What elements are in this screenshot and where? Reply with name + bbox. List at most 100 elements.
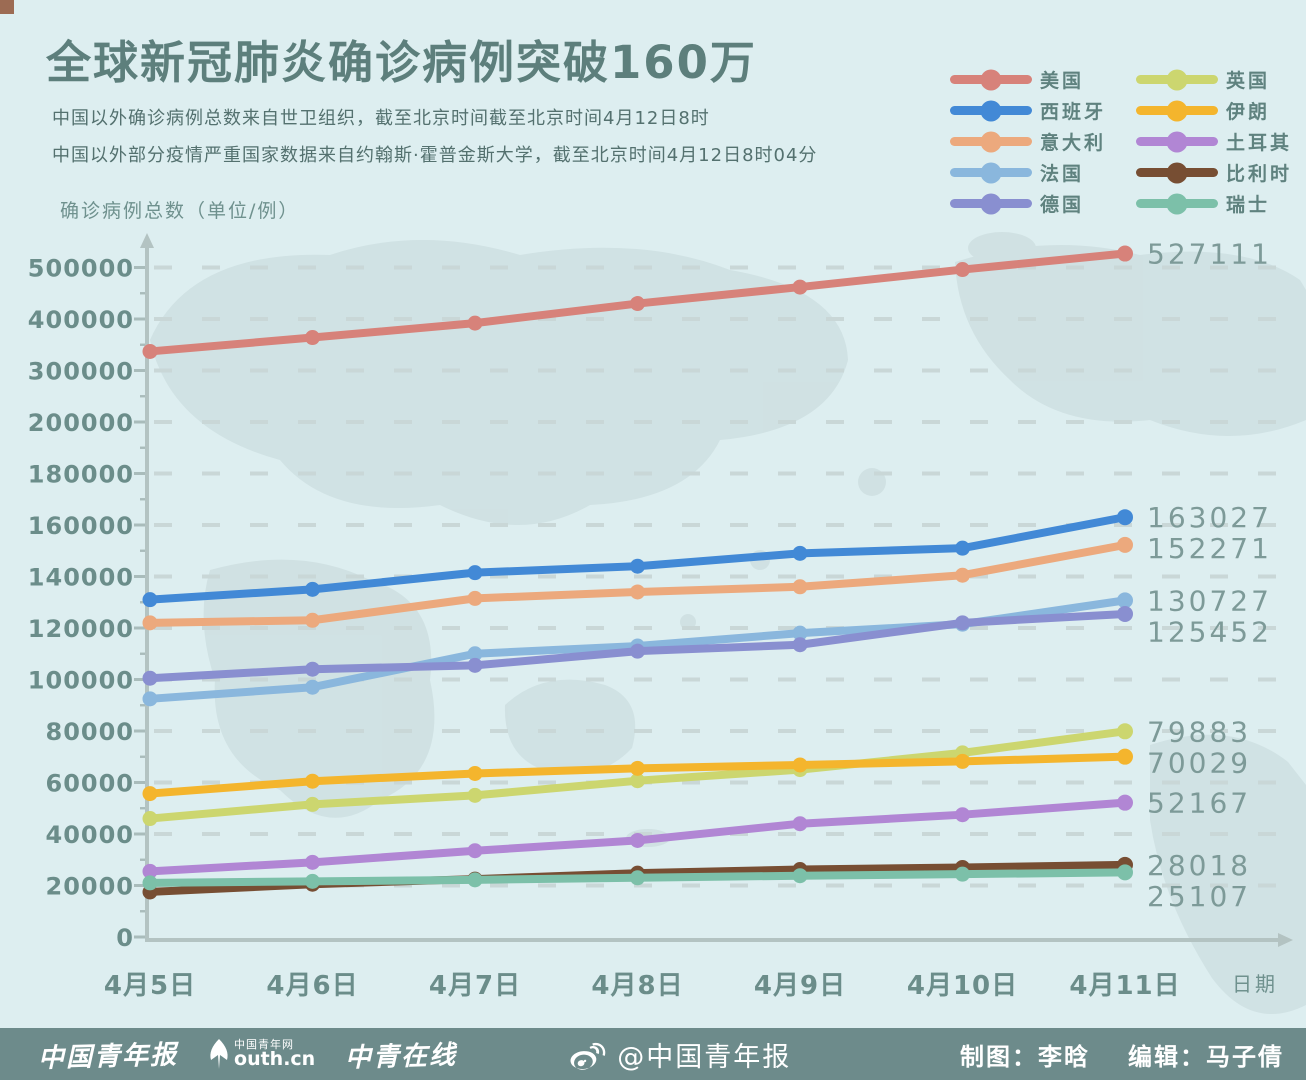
legend-label: 比利时 bbox=[1225, 163, 1292, 185]
legend-swatch-dot bbox=[980, 193, 1002, 214]
series-point bbox=[1117, 723, 1133, 740]
weibo-icon bbox=[570, 1042, 606, 1070]
series-point bbox=[630, 773, 645, 789]
series-end-value-label: 25107 bbox=[1147, 880, 1251, 913]
legend-label: 土耳其 bbox=[1225, 132, 1292, 154]
series-point bbox=[142, 786, 158, 802]
y-tick-label: 160000 bbox=[28, 512, 134, 540]
legend-swatch bbox=[1135, 131, 1218, 152]
series-point bbox=[792, 868, 808, 884]
series-point bbox=[955, 262, 970, 278]
legend-swatch bbox=[949, 100, 1032, 121]
series-point bbox=[467, 590, 483, 606]
y-tick-label: 200000 bbox=[28, 409, 134, 437]
legend-item: 英国 bbox=[1135, 64, 1292, 95]
series-point bbox=[955, 753, 970, 769]
x-tick-label: 4月8日 bbox=[591, 971, 683, 1001]
legend-swatch-dot bbox=[1166, 131, 1188, 152]
series-end-value-label: 163027 bbox=[1147, 501, 1272, 534]
series-point bbox=[630, 643, 645, 659]
series-point bbox=[142, 343, 158, 359]
legend-item: 意大利 bbox=[949, 126, 1106, 157]
series-end-value-label: 527111 bbox=[1147, 238, 1272, 271]
series-end-value-label: 70029 bbox=[1147, 746, 1251, 779]
series-point bbox=[1117, 509, 1133, 526]
x-axis-title: 日期 bbox=[1232, 972, 1278, 996]
series-point bbox=[630, 832, 645, 848]
y-tick-label: 60000 bbox=[46, 770, 135, 798]
x-axis-arrow bbox=[1278, 933, 1293, 947]
series-end-value-label: 28018 bbox=[1147, 849, 1251, 882]
series-point bbox=[305, 661, 320, 677]
subtitle-source-who: 中国以外确诊病例总数来自世卫组织，截至北京时间截至北京时间4月12日8时 bbox=[52, 108, 710, 129]
credit-editor: 编辑：马子倩 bbox=[1128, 1042, 1284, 1071]
series-point bbox=[1117, 592, 1133, 609]
series-point bbox=[792, 637, 808, 653]
weibo-handle: @中国青年报 bbox=[617, 1041, 792, 1073]
series-point bbox=[305, 679, 320, 695]
y-tick-label: 120000 bbox=[28, 615, 134, 643]
series-point bbox=[630, 760, 645, 776]
legend-swatch bbox=[949, 162, 1032, 183]
y-tick-label: 400000 bbox=[28, 306, 134, 334]
weibo-account: @中国青年报 bbox=[569, 1035, 791, 1074]
legend-swatch bbox=[949, 131, 1032, 152]
legend-swatch bbox=[949, 193, 1032, 214]
legend-swatch bbox=[1135, 193, 1218, 214]
legend-swatch-dot bbox=[1166, 100, 1188, 121]
series-point bbox=[142, 863, 158, 879]
legend-item: 瑞士 bbox=[1135, 188, 1292, 219]
legend-label: 美国 bbox=[1039, 70, 1084, 92]
legend-item: 德国 bbox=[949, 188, 1106, 219]
x-tick-label: 4月5日 bbox=[104, 971, 196, 1001]
series-point bbox=[142, 691, 158, 707]
series-point bbox=[305, 773, 320, 789]
series-point bbox=[467, 843, 483, 859]
corner-accent bbox=[0, 0, 14, 14]
legend-swatch bbox=[949, 69, 1032, 90]
legend-item: 伊朗 bbox=[1135, 95, 1292, 126]
legend-swatch-dot bbox=[980, 69, 1002, 90]
y-tick-label: 0 bbox=[116, 924, 134, 952]
legend-label: 英国 bbox=[1225, 70, 1270, 92]
y-tick-label: 100000 bbox=[28, 667, 134, 695]
y-tick-label: 40000 bbox=[46, 821, 135, 849]
legend-item: 法国 bbox=[949, 157, 1106, 188]
y-tick-label: 300000 bbox=[28, 358, 134, 386]
series-point bbox=[955, 615, 970, 631]
series-point bbox=[792, 545, 808, 561]
legend-swatch-dot bbox=[980, 162, 1002, 183]
y-tick-label: 140000 bbox=[28, 564, 134, 592]
series-point bbox=[630, 584, 645, 600]
series-point bbox=[955, 866, 970, 882]
series-point bbox=[305, 796, 320, 812]
legend-swatch-dot bbox=[1166, 193, 1188, 214]
series-point bbox=[792, 279, 808, 295]
credit-design: 制图：李晗 bbox=[960, 1042, 1090, 1071]
legend-label: 意大利 bbox=[1039, 132, 1106, 154]
youth-cn-logo-main: outh.cn bbox=[234, 1048, 316, 1070]
series-point bbox=[1117, 605, 1133, 622]
series-point bbox=[142, 592, 158, 608]
legend-swatch bbox=[1135, 162, 1218, 183]
series-point bbox=[142, 615, 158, 631]
ginkgo-leaf-icon bbox=[210, 1039, 228, 1069]
series-point bbox=[955, 567, 970, 583]
page-title: 全球新冠肺炎确诊病例突破160万 bbox=[46, 36, 757, 89]
series-end-value-label: 130727 bbox=[1147, 584, 1272, 617]
series-point bbox=[630, 296, 645, 312]
y-tick-label: 80000 bbox=[46, 718, 135, 746]
y-tick-label: 500000 bbox=[28, 255, 134, 283]
series-end-value-label: 79883 bbox=[1147, 715, 1251, 748]
legend-item: 比利时 bbox=[1135, 157, 1292, 188]
series-point bbox=[142, 811, 158, 827]
legend-label: 西班牙 bbox=[1039, 101, 1106, 123]
subtitle-source-jhu: 中国以外部分疫情严重国家数据来自约翰斯·霍普金斯大学，截至北京时间4月12日8时… bbox=[52, 145, 818, 166]
series-point bbox=[792, 625, 808, 641]
series-point bbox=[467, 787, 483, 803]
legend-swatch-dot bbox=[1166, 69, 1188, 90]
series-point bbox=[467, 565, 483, 581]
chart-legend: 美国西班牙意大利法国 德国 英国伊朗土耳其比利时瑞士 bbox=[949, 64, 1292, 219]
series-point bbox=[305, 873, 320, 889]
